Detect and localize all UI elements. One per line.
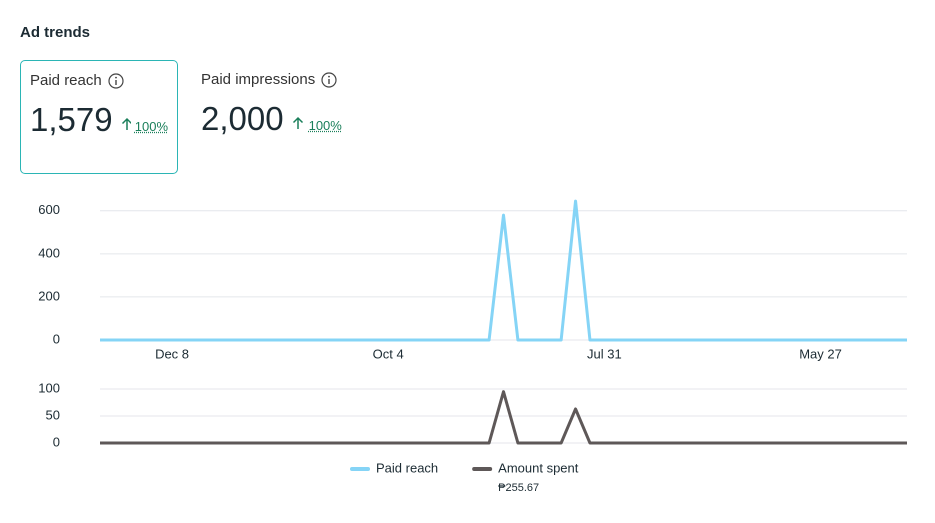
y-tick-label: 600 [38,202,60,217]
metric-label: Paid reach [30,72,102,89]
info-icon[interactable] [321,71,337,88]
metric-card[interactable]: Paid reach 1,579 100% [20,60,178,174]
metric-value: 1,579 [30,101,113,138]
metric-label: Paid impressions [201,71,316,88]
up-arrow [292,116,303,129]
y-tick-label: 100 [38,380,60,395]
x-tick-label: Dec 8 [155,346,189,361]
up-arrow [121,117,131,130]
legend-label: Paid reach [376,460,438,475]
section-title: Ad trends [20,24,91,41]
y-tick-label: 0 [53,331,60,346]
metric-card[interactable]: Paid impressions 2,000 100% [192,60,392,174]
legend-summary: ₱255.67 [498,482,539,494]
y-tick-label: 200 [38,288,60,303]
metric-change: 100% [134,119,168,134]
metric-value: 2,000 [201,100,284,137]
series-line [100,199,907,342]
y-tick-label: 0 [53,434,60,449]
y-tick-label: 50 [46,407,60,422]
metric-change: 100% [308,118,342,133]
x-tick-label: Jul 31 [587,346,622,361]
y-tick-label: 400 [38,245,60,260]
x-tick-label: Oct 4 [373,346,404,361]
series-line [100,390,907,445]
legend-label: Amount spent [498,460,579,475]
info-icon[interactable] [108,72,124,89]
x-tick-label: May 27 [799,346,842,361]
